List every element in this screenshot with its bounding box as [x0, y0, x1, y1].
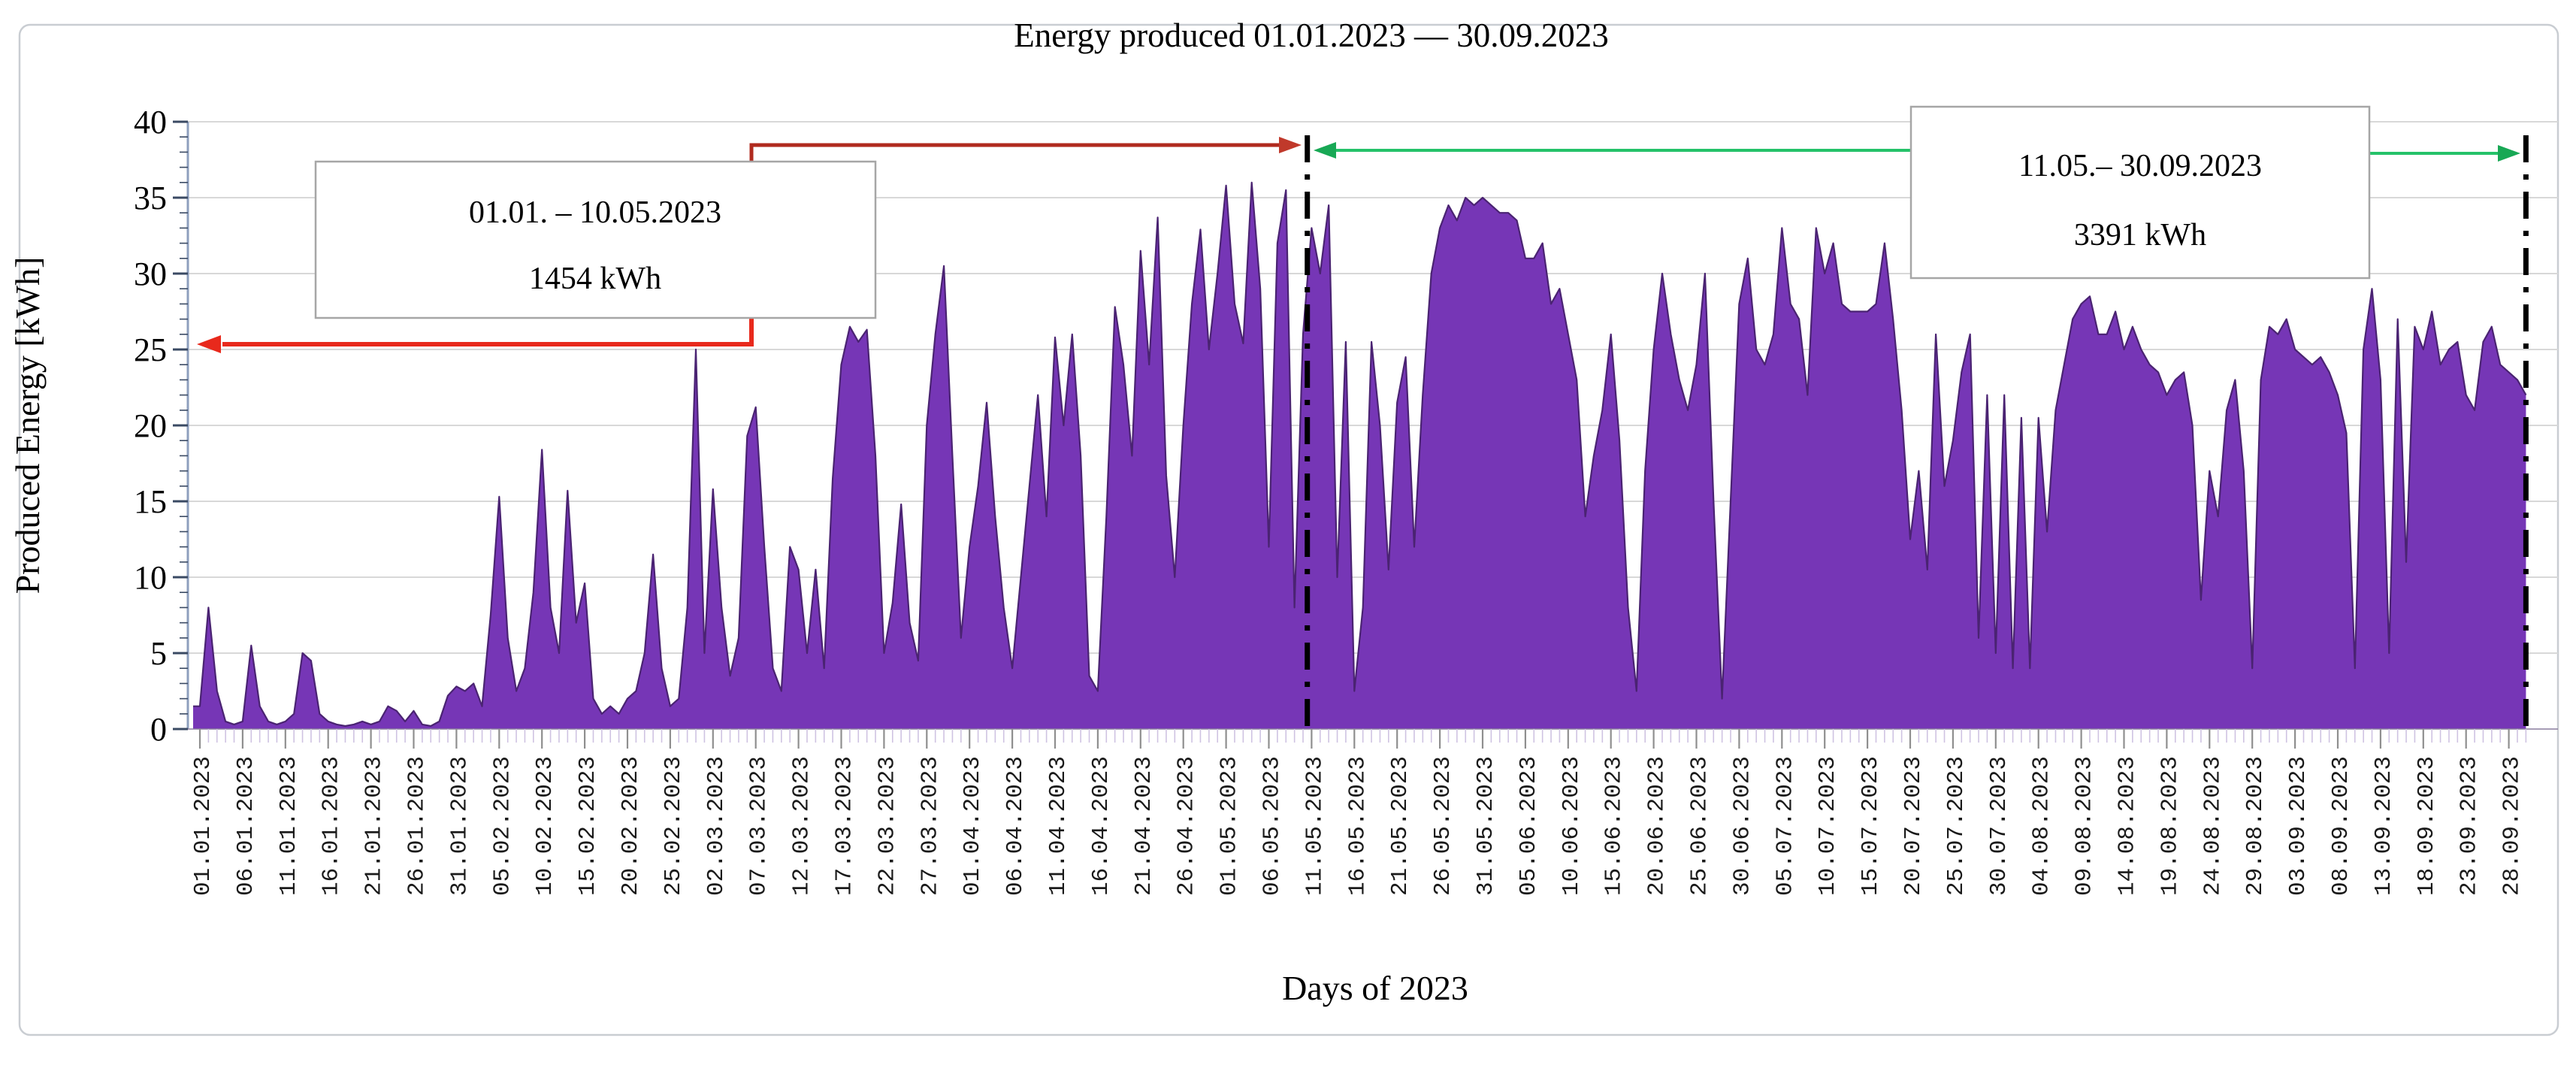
- annotation-period-1-range: 01.01. – 10.05.2023: [469, 195, 721, 230]
- annotation-period-2-range: 11.05.– 30.09.2023: [2018, 149, 2262, 183]
- x-tick-label: 15.06.2023: [1601, 756, 1628, 896]
- x-tick-label: 20.07.2023: [1900, 756, 1927, 896]
- annotation-box-period-2: [1909, 105, 2371, 280]
- x-tick-label: 05.02.2023: [489, 756, 516, 896]
- x-tick-label: 26.04.2023: [1174, 756, 1200, 896]
- x-tick-label: 15.02.2023: [575, 756, 601, 896]
- y-tick-label: 5: [150, 635, 167, 672]
- x-tick-label: 08.09.2023: [2328, 756, 2354, 896]
- annotation-period-1: 01.01. – 10.05.2023 1454 kWh: [197, 137, 1302, 353]
- x-tick-label: 15.07.2023: [1858, 756, 1884, 896]
- green-arrowhead-right-icon: [2498, 145, 2520, 162]
- x-tick-label: 31.05.2023: [1473, 756, 1499, 896]
- red-arrow-line-bottom: [222, 318, 754, 346]
- x-tick-label: 20.02.2023: [618, 756, 644, 896]
- annotation-period-2: 11.05.– 30.09.2023 3391 kWh: [1314, 105, 2520, 280]
- x-tick-label: 17.03.2023: [832, 756, 858, 896]
- x-tick-label: 19.08.2023: [2157, 756, 2183, 896]
- y-tick-label: 40: [134, 104, 167, 141]
- x-tick-label: 30.07.2023: [1986, 756, 2012, 896]
- x-tick-label: 11.01.2023: [276, 756, 302, 896]
- x-tick-label: 06.04.2023: [1002, 756, 1029, 896]
- x-tick-label: 06.01.2023: [233, 756, 259, 896]
- y-tick-label: 30: [134, 256, 167, 292]
- x-tick-label: 21.05.2023: [1387, 756, 1413, 896]
- x-tick-label: 21.04.2023: [1131, 756, 1157, 896]
- y-tick-label: 35: [134, 180, 167, 216]
- annotation-box-period-1: [314, 160, 877, 319]
- x-tick-label: 20.06.2023: [1644, 756, 1670, 896]
- x-tick-label: 05.06.2023: [1516, 756, 1542, 896]
- x-tick-label: 28.09.2023: [2499, 756, 2526, 896]
- red-arrow-line-top: [749, 143, 1280, 162]
- x-tick-label: 10.02.2023: [532, 756, 558, 896]
- y-tick-label: 10: [134, 559, 167, 596]
- x-tick-label: 02.03.2023: [703, 756, 730, 896]
- x-tick-label: 10.06.2023: [1559, 756, 1585, 896]
- x-tick-label: 12.03.2023: [789, 756, 815, 896]
- x-axis-title: Days of 2023: [1282, 969, 1468, 1007]
- x-tick-label: 31.01.2023: [446, 756, 473, 896]
- x-tick-label: 26.01.2023: [404, 756, 431, 896]
- figure-border: [18, 23, 2559, 1036]
- y-tick-label: 20: [134, 407, 167, 444]
- area-top-edge: [193, 181, 2527, 728]
- x-tick-label: 11.04.2023: [1045, 756, 1072, 896]
- annotation-period-2-total: 3391 kWh: [2074, 218, 2206, 253]
- x-tick-label: 25.02.2023: [661, 756, 687, 896]
- x-tick-label: 11.05.2023: [1302, 756, 1328, 896]
- x-tick-label: 18.09.2023: [2414, 756, 2440, 896]
- x-tick-label: 14.08.2023: [2115, 756, 2141, 896]
- x-tick-label: 21.01.2023: [361, 756, 388, 896]
- x-tick-label: 16.01.2023: [319, 756, 345, 896]
- green-arrowhead-left-icon: [1314, 142, 1336, 159]
- x-tick-label: 13.09.2023: [2371, 756, 2397, 896]
- x-tick-label: 23.09.2023: [2457, 756, 2483, 896]
- x-tick-label: 16.04.2023: [1088, 756, 1114, 896]
- x-tick-label: 04.08.2023: [2029, 756, 2055, 896]
- x-tick-label: 16.05.2023: [1344, 756, 1371, 896]
- x-tick-label: 01.04.2023: [960, 756, 986, 896]
- energy-area-series: [193, 181, 2527, 730]
- y-tick-label: 0: [150, 711, 167, 748]
- x-tick-label: 25.07.2023: [1943, 756, 1970, 896]
- period-divider-lines: [1305, 135, 2529, 729]
- area-fill: [193, 182, 2526, 730]
- x-tick-label: 03.09.2023: [2285, 756, 2311, 896]
- x-tick-label: 05.07.2023: [1772, 756, 1798, 896]
- x-tick-label: 26.05.2023: [1430, 756, 1456, 896]
- x-tick-label: 30.06.2023: [1729, 756, 1755, 896]
- x-tick-label: 25.06.2023: [1687, 756, 1713, 896]
- x-tick-label: 24.08.2023: [2200, 756, 2226, 896]
- chart-title: Energy produced 01.01.2023 — 30.09.2023: [1014, 17, 1609, 54]
- x-axis: 01.01.2023 06.01.2023 11.01.2023 16.01.2023…: [188, 728, 2558, 896]
- x-tick-label: 09.08.2023: [2072, 756, 2098, 896]
- y-tick-label: 15: [134, 483, 167, 520]
- x-tick-label: 10.07.2023: [1815, 756, 1841, 896]
- y-axis: 0 5 10 15 20 25 30 35 40: [134, 104, 189, 748]
- red-arrowhead-left-icon: [197, 335, 221, 353]
- x-tick-label: 06.05.2023: [1259, 756, 1286, 896]
- red-arrowhead-right-icon: [1279, 137, 1302, 153]
- annotation-period-1-total: 1454 kWh: [529, 262, 661, 296]
- x-tick-label: 29.08.2023: [2242, 756, 2269, 896]
- x-tick-label: 01.01.2023: [190, 756, 216, 896]
- x-tick-label: 22.03.2023: [874, 756, 900, 896]
- y-axis-title: Produced Energy [kWh]: [8, 257, 47, 594]
- x-tick-label: 27.03.2023: [917, 756, 943, 896]
- y-tick-label: 25: [134, 331, 167, 368]
- x-tick-label: 07.03.2023: [746, 756, 772, 896]
- x-tick-label: 01.05.2023: [1217, 756, 1243, 896]
